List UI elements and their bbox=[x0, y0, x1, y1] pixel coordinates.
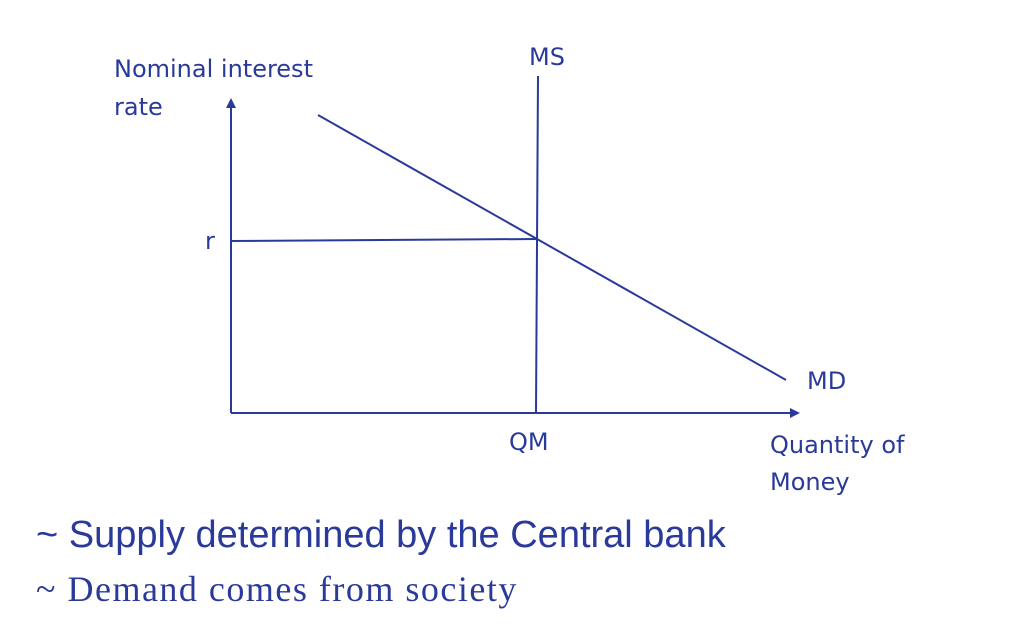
demand-label: MD bbox=[807, 367, 847, 395]
y-axis-label-line1: Nominal interest bbox=[114, 55, 313, 83]
money-supply-line bbox=[535, 75, 539, 414]
money-demand-line bbox=[317, 114, 787, 381]
demand-note: ~ Demand comes from society bbox=[36, 569, 518, 609]
quantity-tick-label: QM bbox=[509, 428, 549, 456]
x-axis-label-line2: Money bbox=[770, 468, 850, 496]
equilibrium-rate-line bbox=[230, 238, 538, 242]
y-axis-label-line2: rate bbox=[114, 93, 163, 121]
rate-tick-label: r bbox=[205, 227, 215, 255]
supply-note: ~ Supply determined by the Central bank bbox=[36, 514, 726, 556]
x-axis-label-line1: Quantity of bbox=[770, 431, 905, 459]
supply-label: MS bbox=[529, 43, 565, 71]
